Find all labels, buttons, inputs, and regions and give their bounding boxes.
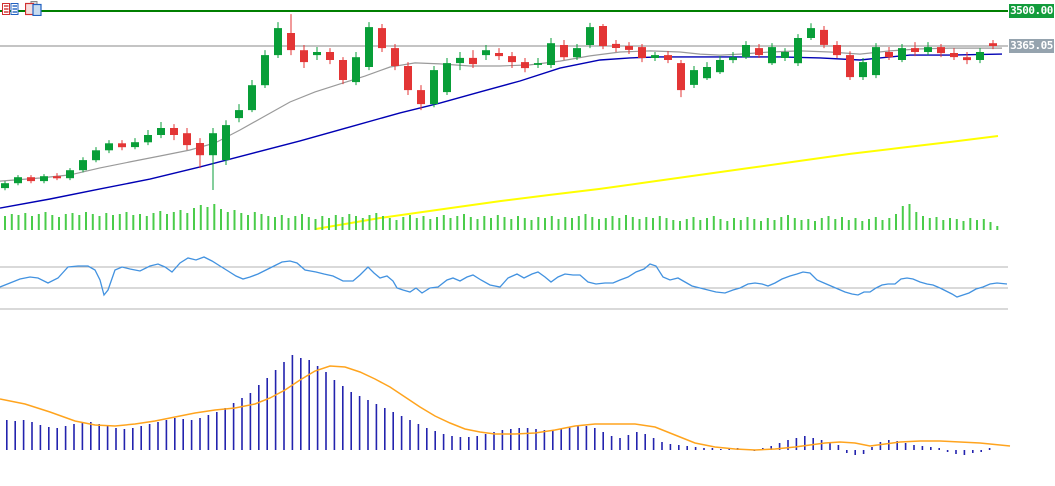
panel-layout-button[interactable] [2,1,19,16]
chart-toolbar [2,1,42,17]
upper-price-label: 3500.00 [1009,4,1054,18]
duplicate-chart-button[interactable] [24,1,42,17]
list-panels-icon [2,3,19,15]
price-panel[interactable] [0,10,1008,231]
copy-documents-icon [24,1,42,17]
oscillator-panel[interactable] [0,256,1008,310]
macd-panel[interactable] [0,355,1011,455]
volume-panel[interactable] [4,204,999,230]
last-price-label: 3365.05 [1009,39,1054,53]
